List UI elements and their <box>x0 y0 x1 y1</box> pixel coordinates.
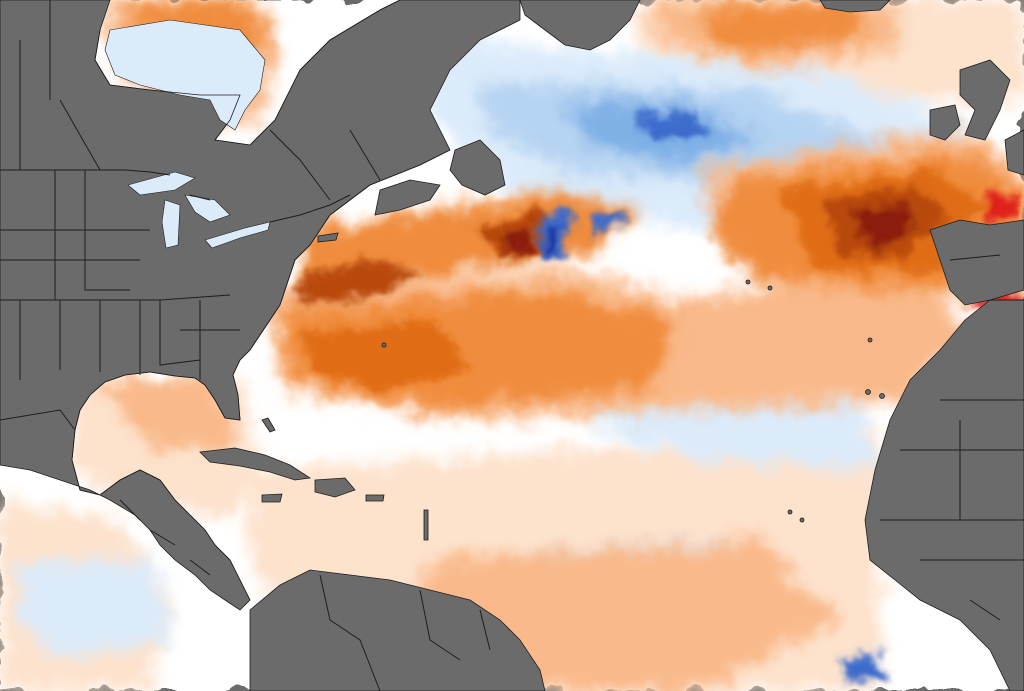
cape-verde-1 <box>787 509 793 515</box>
lake-michigan <box>161 199 181 249</box>
europe <box>929 219 1024 306</box>
cape-verde-2 <box>799 517 805 523</box>
coastlines <box>71 0 451 601</box>
africa-borders <box>880 399 1024 621</box>
madeira <box>867 337 873 343</box>
greenland <box>519 0 641 51</box>
iceland <box>819 0 891 13</box>
bermuda <box>381 342 387 348</box>
puerto-rico <box>365 494 385 502</box>
central-america-borders <box>119 499 211 576</box>
bahamas <box>261 417 276 433</box>
lake-huron <box>184 194 231 223</box>
azores-2 <box>767 285 773 291</box>
hudson-bay <box>104 19 266 131</box>
europe-borders <box>949 254 1024 301</box>
cuba <box>199 447 312 481</box>
na-coastline <box>71 0 451 601</box>
long-island <box>317 232 339 243</box>
france-coast <box>1004 129 1024 176</box>
ireland <box>929 104 961 141</box>
newfoundland <box>449 139 506 196</box>
canada-us-border <box>0 169 351 223</box>
canary-1 <box>865 389 871 395</box>
hispaniola <box>314 477 356 498</box>
azores-1 <box>745 279 751 285</box>
canada-provinces <box>19 0 381 201</box>
lake-erie-ontario <box>204 221 271 249</box>
south-america-borders <box>319 574 491 691</box>
state-line-1 <box>0 170 240 380</box>
africa <box>864 299 1024 691</box>
canary-2 <box>879 393 885 399</box>
mexico-border <box>0 409 76 431</box>
south-america <box>249 569 546 691</box>
lesser-antilles <box>423 509 429 541</box>
british-isles <box>959 59 1011 141</box>
nova-scotia <box>374 179 441 216</box>
jamaica <box>261 493 283 503</box>
